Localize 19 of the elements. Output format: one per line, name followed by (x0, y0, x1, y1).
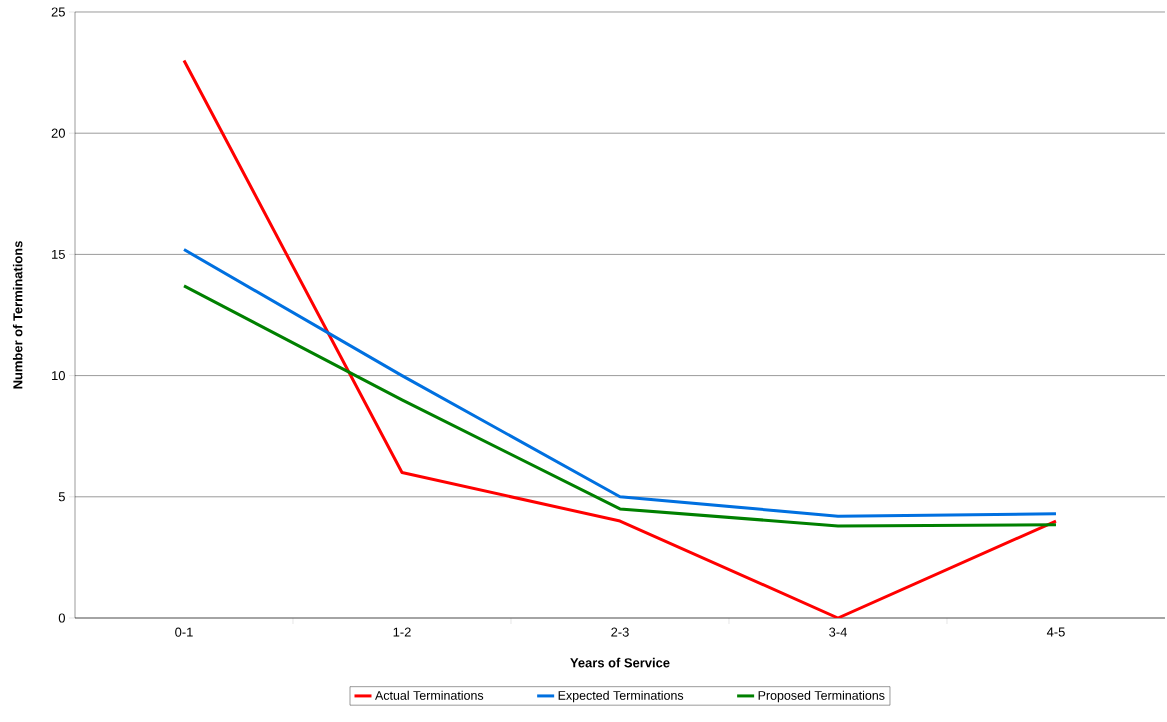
y-tick-label: 10 (52, 371, 65, 381)
y-tick-label: 15 (52, 249, 65, 259)
legend-label: Proposed Terminations (758, 690, 885, 703)
line-series (182, 58, 1058, 618)
line-series (182, 248, 1058, 518)
x-tick-label: 1-2 (393, 627, 411, 637)
y-axis-title: Number of Terminations (12, 241, 23, 389)
x-tick-label: 2-3 (611, 627, 629, 637)
legend-label: Expected Terminations (558, 690, 684, 703)
line-series (182, 284, 1058, 528)
y-tick-label: 0 (58, 613, 65, 623)
y-tick-label: 5 (58, 492, 65, 502)
x-axis-title: Years of Service (570, 657, 670, 668)
x-tick-label: 3-4 (829, 627, 847, 637)
x-tick-label: 4-5 (1046, 627, 1065, 637)
legend-label: Actual Terminations (375, 690, 484, 700)
y-tick-label: 20 (51, 128, 65, 138)
y-tick-label: 25 (51, 7, 65, 17)
x-tick-label: 0-1 (175, 627, 193, 637)
